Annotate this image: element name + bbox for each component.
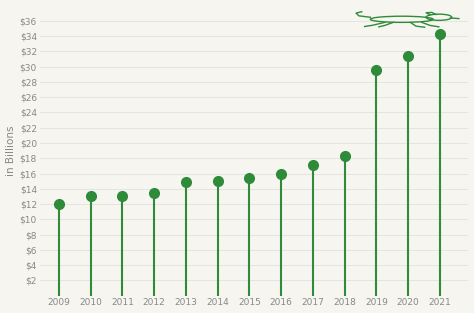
Y-axis label: in Billions: in Billions bbox=[6, 126, 16, 176]
